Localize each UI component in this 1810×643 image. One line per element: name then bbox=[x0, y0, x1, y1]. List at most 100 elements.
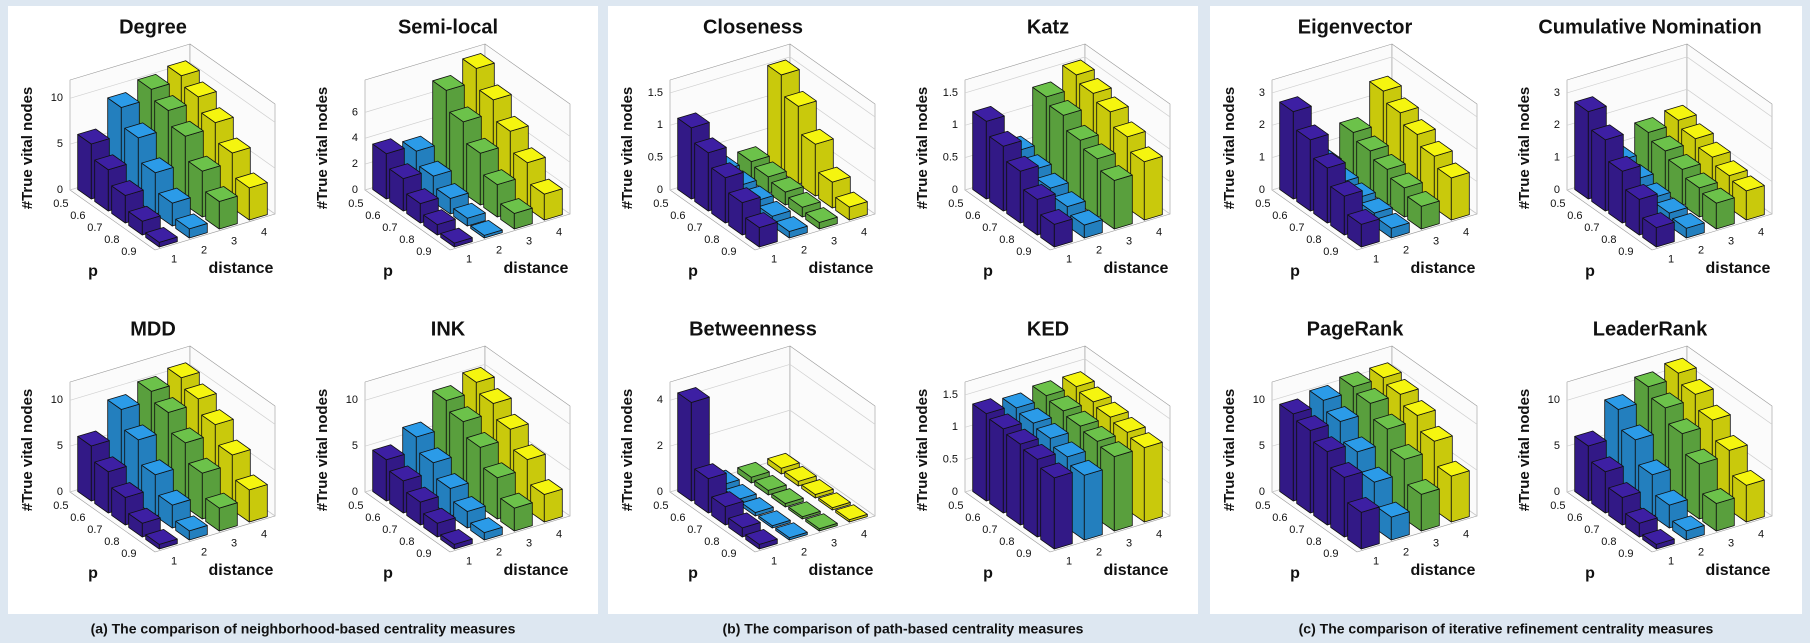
y-tick-label: 2 bbox=[1698, 546, 1704, 558]
bar-face bbox=[1634, 371, 1667, 388]
bar-face bbox=[1668, 418, 1701, 435]
y-tick-label: 3 bbox=[231, 537, 237, 549]
bar-face bbox=[402, 421, 435, 438]
z-tick-label: 1 bbox=[952, 119, 958, 131]
bar-face bbox=[1023, 443, 1056, 460]
bar-face bbox=[137, 73, 170, 90]
x-tick-label: 0.6 bbox=[670, 210, 685, 222]
bar-face bbox=[1608, 482, 1641, 498]
bar-face bbox=[1681, 123, 1714, 140]
z-tick-label: 0 bbox=[57, 184, 63, 196]
bar-face bbox=[1339, 117, 1372, 133]
y-tick-label: 4 bbox=[861, 226, 867, 238]
bar-face bbox=[1420, 425, 1453, 442]
bar bbox=[188, 155, 221, 218]
z-axis-label: #True vital nodes bbox=[619, 87, 636, 210]
bar-face bbox=[745, 529, 778, 545]
bar-face bbox=[423, 507, 456, 524]
bar bbox=[470, 220, 503, 239]
x-tick-label: 0.9 bbox=[1016, 548, 1031, 560]
bar-face bbox=[1681, 378, 1714, 395]
bar-face bbox=[989, 413, 1022, 430]
x-axis-label: p bbox=[983, 565, 993, 582]
bar-face bbox=[1386, 378, 1419, 395]
x-tick-label: 0.9 bbox=[1618, 548, 1633, 560]
x-tick-label: 0.6 bbox=[1272, 210, 1287, 222]
bar-face bbox=[1049, 99, 1082, 116]
bar bbox=[1437, 460, 1470, 523]
y-axis-label: distance bbox=[1706, 260, 1771, 277]
bar-face bbox=[1604, 394, 1637, 410]
bar bbox=[741, 497, 774, 517]
x-tick-label: 0.5 bbox=[1550, 500, 1565, 512]
bar-face bbox=[124, 122, 157, 139]
x-tick-label: 0.7 bbox=[87, 524, 102, 536]
bar-face bbox=[201, 409, 234, 426]
bar-face bbox=[1326, 406, 1359, 422]
bar-face bbox=[677, 387, 710, 403]
bar-face bbox=[775, 216, 808, 232]
bar-face bbox=[1634, 117, 1667, 133]
bar-face bbox=[466, 137, 499, 154]
bar-face bbox=[1296, 420, 1311, 514]
bar-face bbox=[754, 161, 787, 178]
bar bbox=[145, 227, 178, 248]
bar bbox=[835, 504, 868, 523]
bar-face bbox=[788, 191, 821, 208]
x-axis-label: p bbox=[1290, 565, 1300, 582]
bar bbox=[436, 183, 469, 215]
bar-face bbox=[1386, 97, 1419, 114]
bar-face bbox=[784, 90, 817, 107]
x-tick-label: 0.9 bbox=[416, 548, 431, 560]
y-tick-label: 4 bbox=[1758, 226, 1764, 238]
x-tick-label: 0.8 bbox=[399, 234, 414, 246]
bar-face bbox=[1638, 459, 1671, 476]
bar-face bbox=[154, 397, 187, 413]
bar bbox=[205, 492, 238, 532]
y-tick-label: 2 bbox=[1403, 244, 1409, 256]
bar-face bbox=[1343, 436, 1376, 453]
bar-face bbox=[128, 507, 161, 524]
y-axis-label: distance bbox=[1411, 260, 1476, 277]
bar-face bbox=[1403, 400, 1436, 416]
bar-face bbox=[737, 146, 770, 162]
bar-face bbox=[767, 64, 782, 173]
bar-face bbox=[500, 198, 533, 214]
bar-face bbox=[449, 106, 482, 123]
bar bbox=[771, 488, 804, 508]
bar-face bbox=[111, 180, 144, 196]
bar bbox=[1407, 190, 1440, 230]
z-tick-label: 3 bbox=[1554, 87, 1560, 99]
bar-face bbox=[1070, 465, 1085, 541]
x-tick-label: 0.8 bbox=[104, 536, 119, 548]
grid-line bbox=[1566, 88, 1773, 150]
bar bbox=[1040, 462, 1073, 550]
bar bbox=[1130, 432, 1163, 523]
bar-face bbox=[1296, 415, 1329, 431]
chart-title: Semi-local bbox=[398, 16, 498, 38]
bar bbox=[1702, 488, 1735, 532]
bar bbox=[1672, 515, 1705, 541]
x-tick-label: 0.9 bbox=[121, 246, 136, 258]
bar-face bbox=[513, 147, 546, 164]
bar-face bbox=[1019, 407, 1052, 424]
x-tick-label: 0.8 bbox=[1306, 234, 1321, 246]
bar-face bbox=[771, 176, 804, 193]
y-tick-label: 1 bbox=[771, 555, 777, 567]
bar bbox=[175, 515, 208, 541]
x-tick-label: 0.9 bbox=[416, 246, 431, 258]
x-tick-label: 0.7 bbox=[1584, 222, 1599, 234]
y-tick-label: 1 bbox=[1668, 555, 1674, 567]
bar-face bbox=[235, 172, 268, 189]
x-axis-label: p bbox=[983, 263, 993, 280]
bar-face bbox=[972, 105, 1005, 122]
x-tick-label: 0.7 bbox=[1289, 222, 1304, 234]
bar-face bbox=[1420, 140, 1453, 157]
bar-face bbox=[1698, 141, 1731, 158]
bar-face bbox=[677, 392, 692, 502]
x-tick-label: 0.9 bbox=[721, 246, 736, 258]
x-tick-label: 0.7 bbox=[87, 222, 102, 234]
bar-face bbox=[205, 186, 238, 202]
bar-face bbox=[201, 107, 234, 124]
y-tick-label: 2 bbox=[201, 244, 207, 256]
